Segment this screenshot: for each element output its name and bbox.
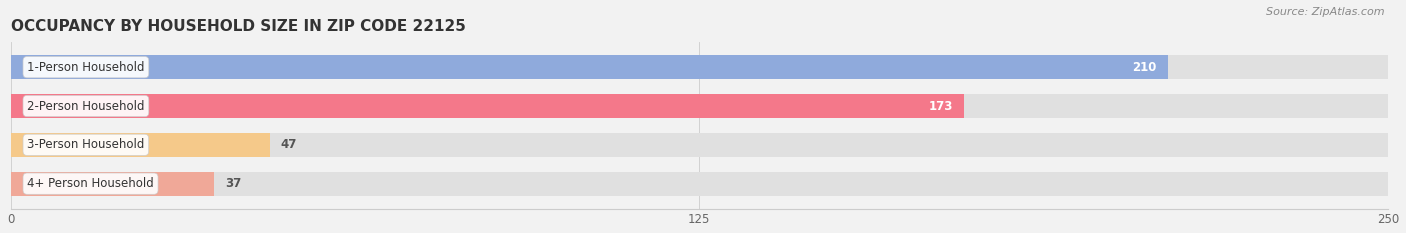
Text: 3-Person Household: 3-Person Household (27, 138, 145, 151)
Text: 47: 47 (281, 138, 297, 151)
Bar (11, 55, 1167, 79)
Text: OCCUPANCY BY HOUSEHOLD SIZE IN ZIP CODE 22125: OCCUPANCY BY HOUSEHOLD SIZE IN ZIP CODE … (11, 19, 465, 34)
Bar (11, 172, 1388, 196)
Text: 37: 37 (225, 177, 242, 190)
Text: 1-Person Household: 1-Person Household (27, 61, 145, 74)
Text: 2-Person Household: 2-Person Household (27, 99, 145, 113)
Bar (11, 55, 1388, 79)
Bar (11, 133, 1388, 157)
Bar (11, 94, 1388, 118)
Text: Source: ZipAtlas.com: Source: ZipAtlas.com (1267, 7, 1385, 17)
Bar (11, 133, 270, 157)
Text: 4+ Person Household: 4+ Person Household (27, 177, 153, 190)
Text: 173: 173 (928, 99, 953, 113)
Bar (11, 94, 963, 118)
Bar (11, 172, 215, 196)
Text: 210: 210 (1132, 61, 1157, 74)
